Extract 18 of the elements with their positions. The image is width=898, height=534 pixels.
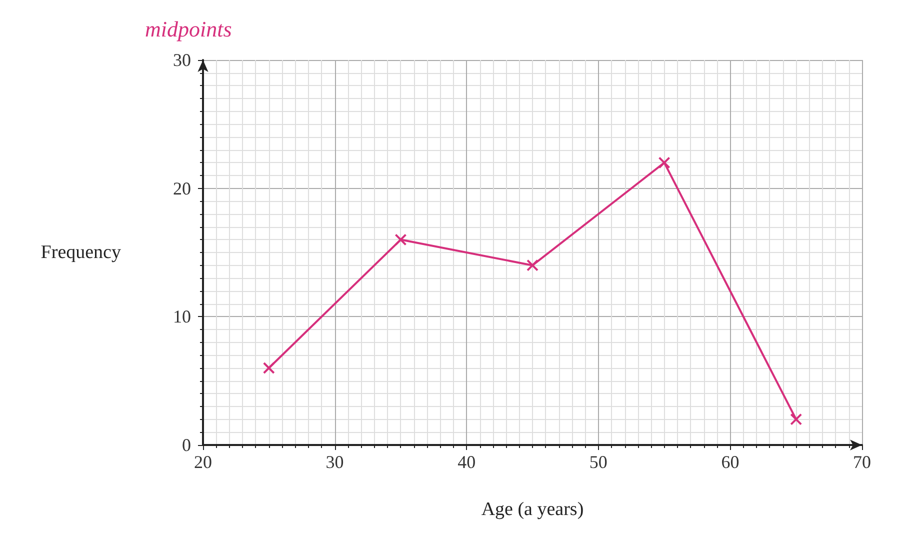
point	[790, 413, 802, 426]
x-tick-label: 40	[458, 452, 476, 472]
point	[262, 362, 275, 374]
point	[526, 259, 538, 272]
y-axis-title: Frequency	[40, 242, 122, 263]
x-tick-label: 30	[326, 452, 344, 472]
x-tick-label: 60	[721, 452, 740, 472]
text: midpoints	[145, 16, 232, 42]
y-tick-label: 0	[182, 435, 191, 455]
x-axis-title: Age (a years)	[481, 499, 584, 520]
point	[658, 156, 670, 169]
y-tick-label: 20	[173, 178, 191, 198]
x-tick-label: 70	[853, 452, 871, 472]
x-tick-label: 50	[589, 452, 608, 472]
y-tick-label: 10	[173, 306, 191, 327]
point	[394, 234, 407, 246]
x-tick-label: 20	[194, 452, 212, 472]
y-tick-label: 30	[173, 50, 191, 70]
